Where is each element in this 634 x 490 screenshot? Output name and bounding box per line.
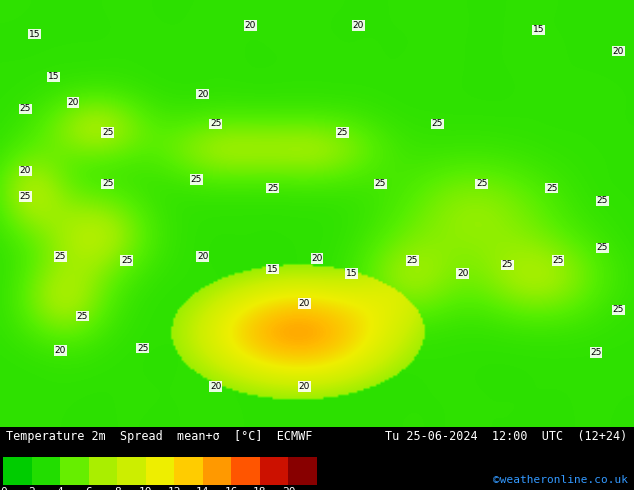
Bar [260, 457, 288, 485]
Text: 20: 20 [353, 21, 364, 30]
Bar [3, 457, 32, 485]
Text: 20: 20 [55, 346, 66, 355]
Text: 20: 20 [311, 254, 323, 263]
Text: 25: 25 [375, 179, 386, 188]
Text: 16: 16 [224, 488, 238, 490]
Bar [89, 457, 117, 485]
Text: 20: 20 [612, 47, 624, 56]
Bar [288, 457, 317, 485]
Bar [117, 457, 146, 485]
Text: 25: 25 [210, 120, 221, 128]
Bar [146, 457, 174, 485]
Text: 2: 2 [29, 488, 35, 490]
Text: 25: 25 [546, 183, 557, 193]
Text: 25: 25 [137, 343, 148, 353]
Text: 10: 10 [139, 488, 153, 490]
Bar [32, 457, 60, 485]
Text: 14: 14 [196, 488, 210, 490]
Text: 20: 20 [210, 382, 221, 391]
Text: 25: 25 [191, 175, 202, 184]
Text: 20: 20 [197, 90, 209, 98]
Text: 25: 25 [102, 179, 113, 188]
Text: 15: 15 [29, 30, 41, 39]
Text: 20: 20 [197, 252, 209, 261]
Text: 20: 20 [299, 382, 310, 391]
Bar [203, 457, 231, 485]
Text: 25: 25 [597, 244, 608, 252]
Text: 25: 25 [121, 256, 133, 265]
Text: 20: 20 [67, 98, 79, 107]
Text: 15: 15 [346, 269, 358, 278]
Text: 20: 20 [245, 21, 256, 30]
Text: 15: 15 [533, 25, 545, 34]
Text: 25: 25 [597, 196, 608, 205]
Text: 25: 25 [337, 128, 348, 137]
Text: ©weatheronline.co.uk: ©weatheronline.co.uk [493, 475, 628, 485]
Text: 25: 25 [20, 192, 31, 201]
Text: 20: 20 [20, 167, 31, 175]
Text: 25: 25 [501, 260, 513, 270]
Text: 25: 25 [612, 305, 624, 314]
Bar [174, 457, 203, 485]
Text: Tu 25-06-2024  12:00  UTC  (12+24): Tu 25-06-2024 12:00 UTC (12+24) [385, 430, 628, 443]
Text: 0: 0 [0, 488, 6, 490]
Text: 25: 25 [432, 120, 443, 128]
Text: 25: 25 [590, 348, 602, 357]
Text: 25: 25 [406, 256, 418, 265]
Text: 25: 25 [552, 256, 564, 265]
Text: 6: 6 [86, 488, 92, 490]
Text: 25: 25 [267, 183, 278, 193]
Text: Temperature 2m  Spread  mean+σ  [°C]  ECMWF: Temperature 2m Spread mean+σ [°C] ECMWF [6, 430, 313, 443]
Bar [231, 457, 260, 485]
Text: 25: 25 [77, 312, 88, 320]
Bar [60, 457, 89, 485]
Text: 12: 12 [167, 488, 181, 490]
Text: 15: 15 [267, 265, 278, 274]
Text: 8: 8 [114, 488, 120, 490]
Text: 20: 20 [299, 299, 310, 308]
Text: 15: 15 [48, 73, 60, 81]
Text: 4: 4 [57, 488, 63, 490]
Text: 18: 18 [253, 488, 267, 490]
Text: 20: 20 [281, 488, 295, 490]
Text: 25: 25 [20, 104, 31, 114]
Text: 25: 25 [55, 252, 66, 261]
Text: 25: 25 [102, 128, 113, 137]
Text: 20: 20 [457, 269, 469, 278]
Text: 25: 25 [476, 179, 488, 188]
